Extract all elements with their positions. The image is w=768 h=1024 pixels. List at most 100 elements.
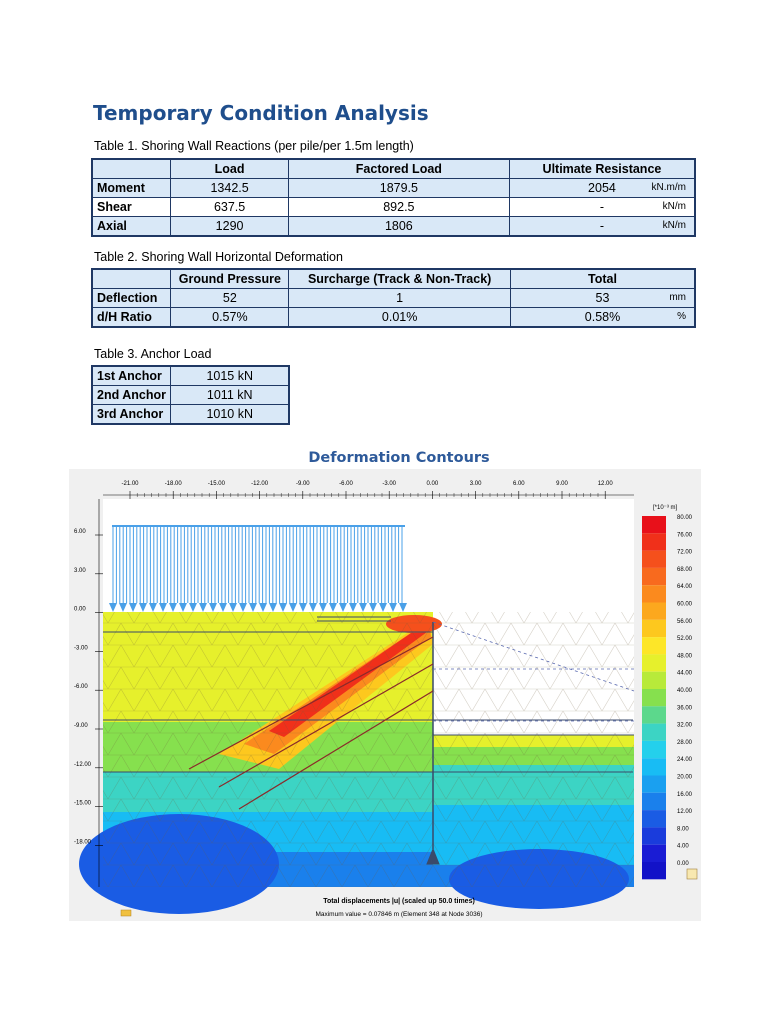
factored-cell: 1806 (287, 216, 510, 237)
y-tick-label: 6.00 (74, 529, 86, 535)
figure-title: Deformation Contours (308, 450, 490, 466)
x-tick-label: -6.00 (339, 481, 353, 487)
lock-icon[interactable] (686, 868, 698, 880)
ground-anchors (188, 636, 434, 810)
table2-caption: Table 2. Shoring Wall Horizontal Deforma… (94, 250, 343, 264)
load-arrowhead (369, 603, 377, 612)
factored-cell: 892.5 (287, 197, 510, 217)
load-arrowhead (209, 603, 217, 612)
unit-label: kN/m (662, 201, 686, 212)
horizontal-deformation-table: Ground Pressure Surcharge (Track & Non-T… (91, 268, 696, 328)
y-tick-label: -6.00 (74, 684, 88, 690)
legend-swatch (642, 567, 666, 586)
y-tick-label: -15.00 (74, 801, 92, 807)
legend-swatch (642, 602, 666, 620)
row-label: d/H Ratio (91, 307, 172, 328)
anchor-load-table: 1st Anchor 1015 kN 2nd Anchor 1011 kN 3r… (91, 365, 290, 425)
table1-caption: Table 1. Shoring Wall Reactions (per pil… (94, 139, 414, 153)
table-row: 1st Anchor 1015 kN (91, 365, 290, 386)
load-arrowhead (329, 603, 337, 612)
x-tick-label: -3.00 (382, 481, 396, 487)
x-tick-label: -18.00 (165, 481, 183, 487)
legend-swatch (642, 637, 666, 655)
window-icon[interactable] (120, 909, 132, 917)
load-arrowhead (199, 603, 207, 612)
legend-value: 24.00 (677, 757, 693, 763)
deformation-field (79, 612, 634, 914)
row-label: 1st Anchor (91, 365, 172, 386)
anchor-value: 1011 kN (170, 385, 290, 405)
load-arrowhead (229, 603, 237, 612)
x-tick-label: 6.00 (513, 481, 525, 487)
load-top-line (112, 525, 405, 527)
row-label: Deflection (91, 288, 172, 308)
ultimate-value: - (599, 200, 605, 214)
load-arrowhead (189, 603, 197, 612)
load-arrowhead (309, 603, 317, 612)
legend-value: 32.00 (677, 723, 693, 729)
legend-swatch (642, 775, 666, 793)
legend-value: 80.00 (677, 515, 693, 521)
surcharge-cell: 1 (288, 288, 511, 308)
anchor-value: 1015 kN (170, 365, 290, 386)
load-cell: 637.5 (170, 197, 289, 217)
x-tick-label: 12.00 (598, 481, 614, 487)
x-tick-label: -12.00 (251, 481, 269, 487)
x-tick-label: 3.00 (470, 481, 482, 487)
legend-value: 28.00 (677, 740, 693, 746)
legend-value: 72.00 (677, 550, 693, 556)
top-axis: -21.00 -18.00 -15.00 -12.00 -9.00 -6.00 -3.00 0… (103, 481, 634, 499)
legend-swatch (642, 619, 666, 638)
total-value: 53 (595, 291, 610, 305)
table-row: d/H Ratio 0.57% 0.01% 0.58%% (91, 307, 696, 328)
legend-swatch (642, 792, 666, 811)
load-arrowhead (349, 603, 357, 612)
ultimate-cell: 2054 kN.m/m (508, 178, 696, 198)
legend-value: 0.00 (677, 861, 689, 867)
ground-cell: 0.57% (170, 307, 290, 328)
legend-swatch (642, 740, 666, 759)
y-tick-label: -3.00 (74, 645, 88, 651)
legend: [*10⁻³ m] 80.00 76.00 72.00 68.00 64.00 60.00… (642, 505, 693, 880)
x-tick-label: -15.00 (208, 481, 226, 487)
row-label: Axial (91, 216, 172, 237)
legend-swatch (642, 654, 666, 672)
header-cell: Total (509, 268, 696, 289)
ultimate-cell: - kN/m (508, 216, 696, 237)
legend-swatch (642, 671, 666, 689)
figure-caption: Total displacements |u| (scaled up 50.0 … (323, 898, 475, 905)
legend-swatch (642, 723, 666, 741)
x-tick-label: 9.00 (556, 481, 568, 487)
load-arrowhead (399, 603, 407, 612)
table-row: Moment 1342.5 1879.5 2054 kN.m/m (91, 178, 696, 198)
ultimate-cell: - kN/m (508, 197, 696, 217)
load-arrowhead (269, 603, 277, 612)
legend-swatch (642, 862, 666, 880)
unit-label: kN/m (662, 220, 686, 231)
legend-value: 4.00 (677, 844, 689, 850)
ground-cell: 52 (170, 288, 290, 308)
load-arrowhead (219, 603, 227, 612)
figure-caption-sub: Maximum value = 0.07846 m (Element 348 a… (315, 911, 482, 918)
x-tick-label: -9.00 (296, 481, 310, 487)
table3-caption: Table 3. Anchor Load (94, 347, 212, 361)
legend-unit: [*10⁻³ m] (653, 505, 678, 511)
load-arrowhead (279, 603, 287, 612)
load-arrowhead (289, 603, 297, 612)
anchor-value: 1010 kN (170, 404, 290, 425)
table-row: 3rd Anchor 1010 kN (91, 404, 290, 425)
legend-swatch (642, 844, 666, 862)
load-arrowhead (359, 603, 367, 612)
load-arrowhead (159, 603, 167, 612)
surcharge-loads (109, 525, 407, 612)
load-arrowhead (319, 603, 327, 612)
load-arrowhead (239, 603, 247, 612)
legend-swatch (642, 533, 666, 551)
surcharge-cell: 0.01% (288, 307, 511, 328)
load-arrowhead (109, 603, 117, 612)
y-tick-label: 3.00 (74, 568, 86, 574)
legend-swatch (642, 827, 666, 845)
legend-swatch (642, 758, 666, 776)
ultimate-value: - (599, 219, 605, 233)
table-row: Axial 1290 1806 - kN/m (91, 216, 696, 237)
